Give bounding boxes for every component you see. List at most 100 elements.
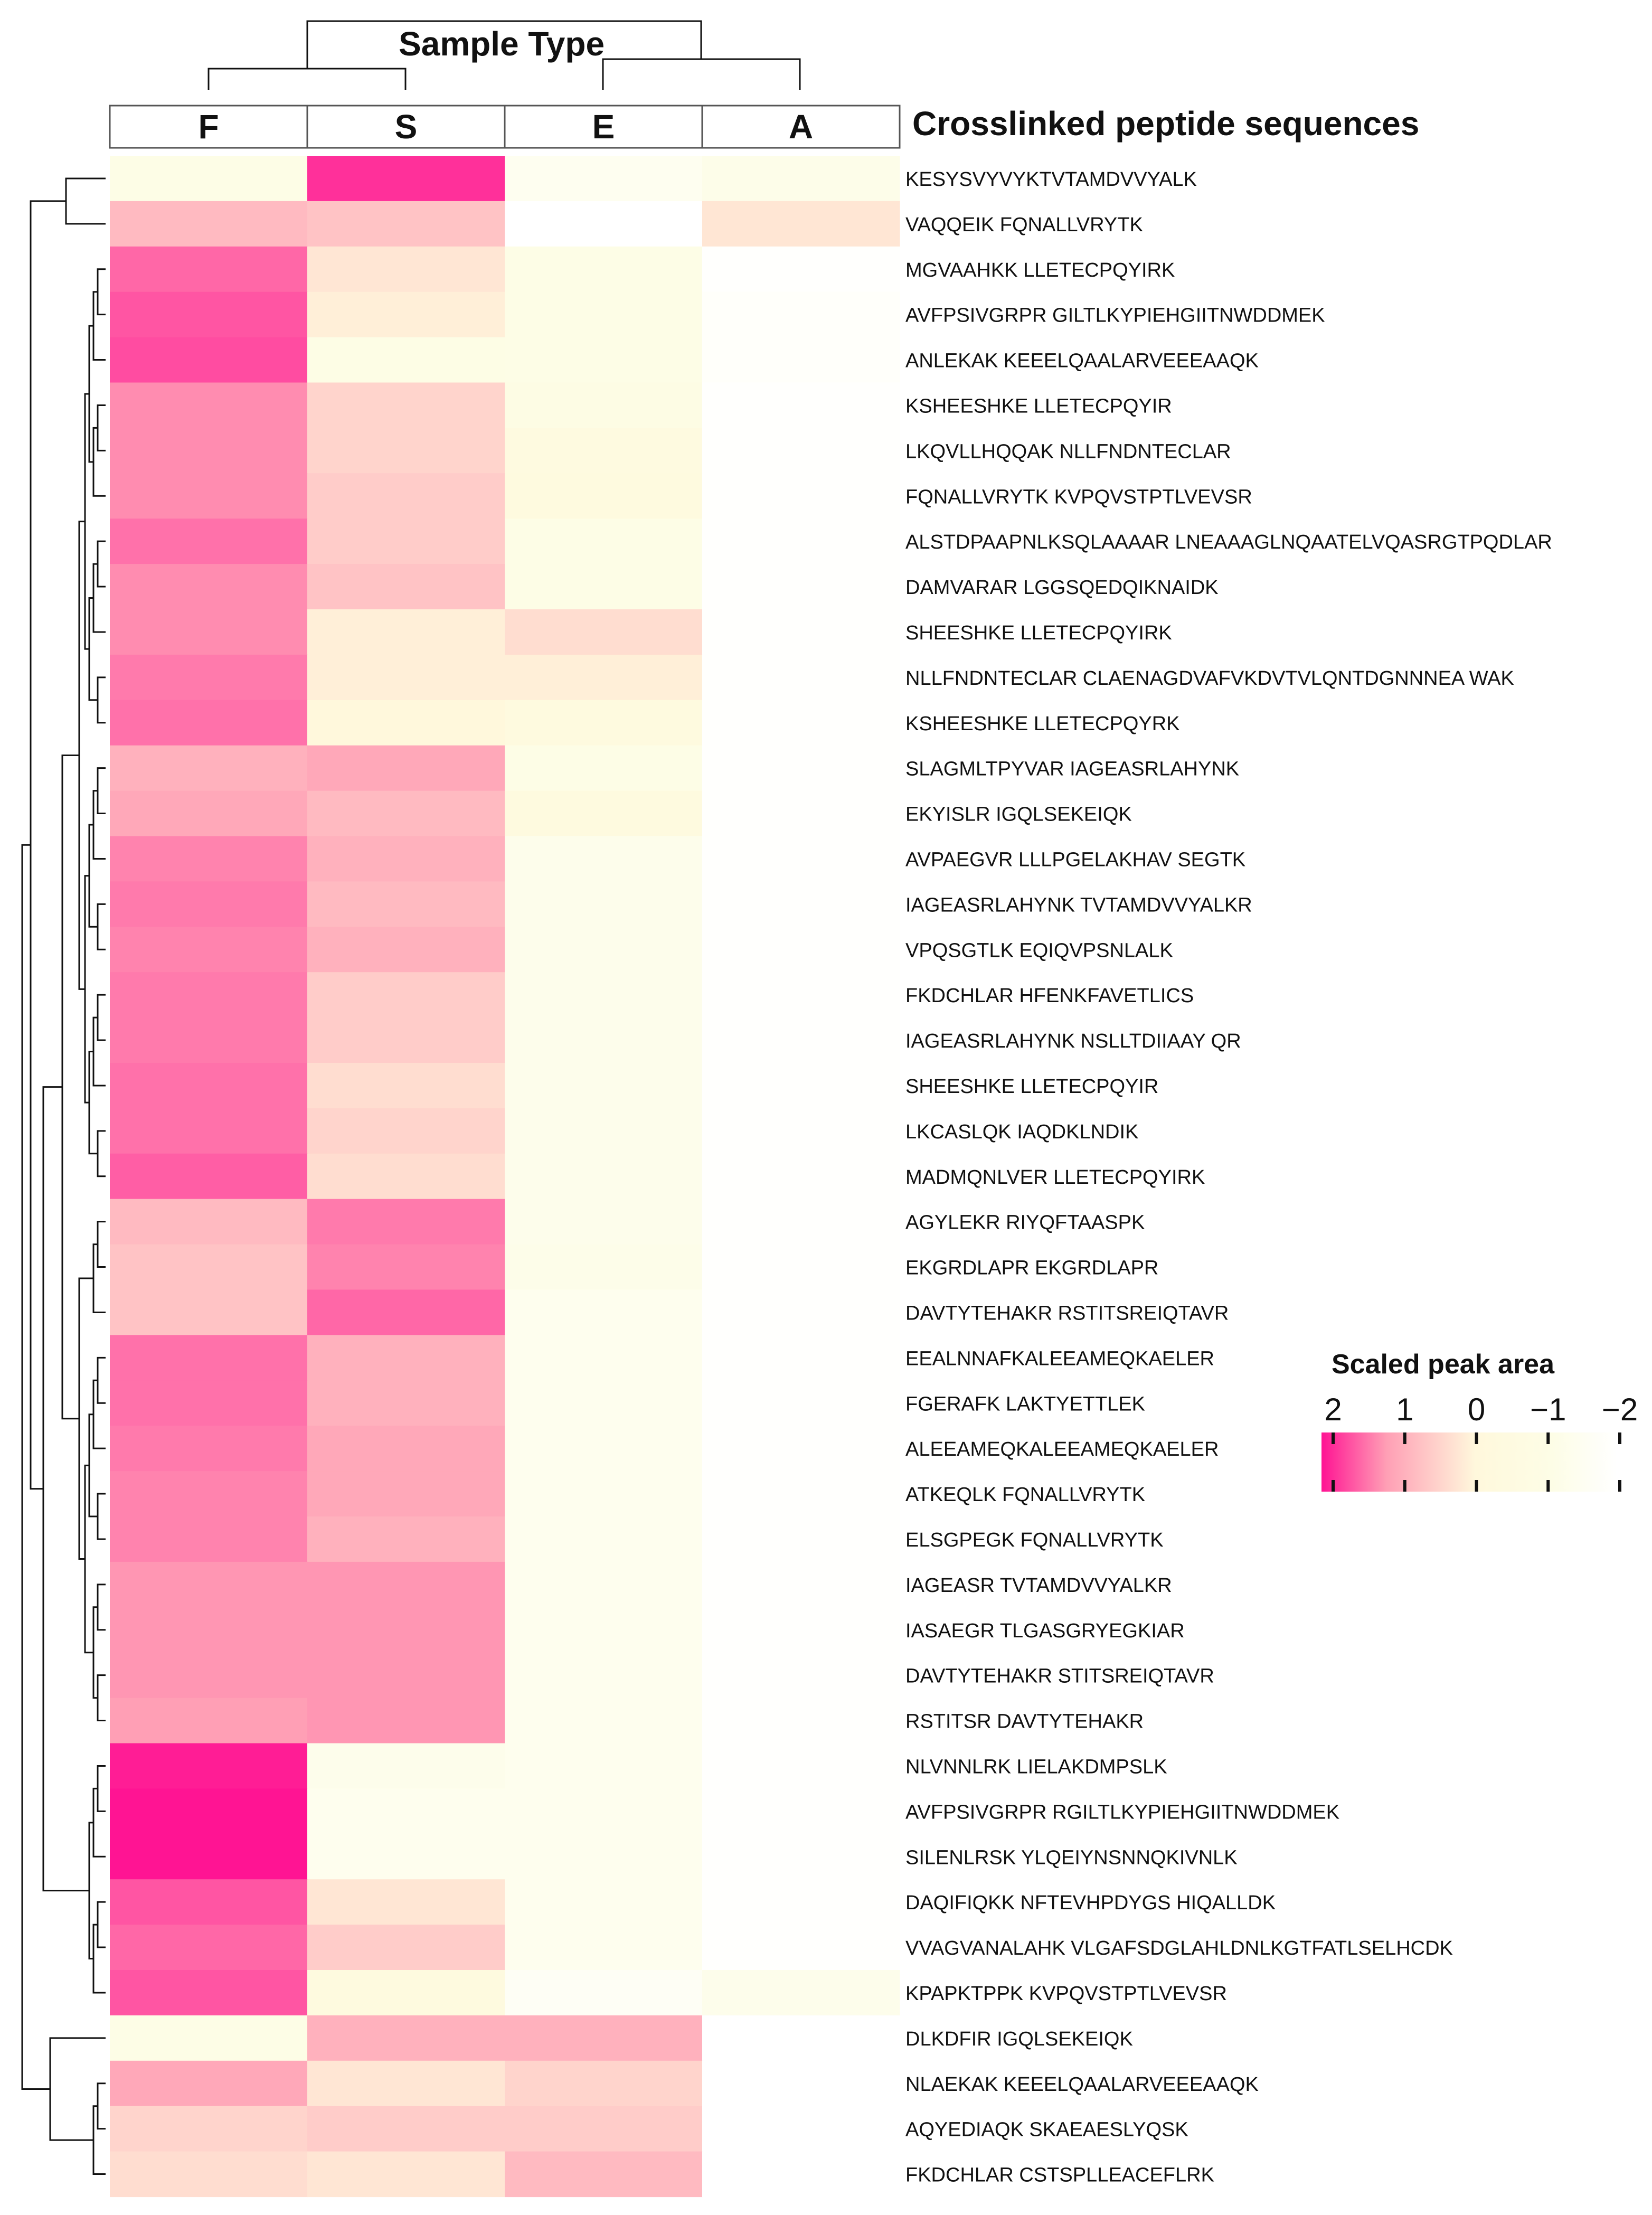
heatmap-cell <box>505 1017 703 1063</box>
heatmap-cell <box>702 246 900 293</box>
heatmap-cell <box>307 790 505 837</box>
heatmap-cell <box>110 382 308 428</box>
heatmap-cell <box>307 564 505 610</box>
column-dendrogram-title: Sample Type <box>399 25 605 63</box>
row-label: EEALNNAFKALEEAMEQKAELER <box>905 1347 1214 1370</box>
heatmap-cell <box>110 1108 308 1154</box>
heatmap-cell <box>110 1834 308 1880</box>
heatmap-cell <box>702 927 900 973</box>
heatmap-cell <box>702 1289 900 1335</box>
heatmap-cell <box>505 2060 703 2107</box>
heatmap-cell <box>505 1426 703 1472</box>
heatmap-cell <box>110 927 308 973</box>
row-label: VAQQEIK FQNALLVRYTK <box>905 214 1143 236</box>
row-label: KSHEESHKE LLETECPQYRK <box>905 713 1180 735</box>
heatmap-cell <box>702 564 900 610</box>
heatmap-cell <box>505 428 703 474</box>
heatmap-cell <box>110 745 308 791</box>
legend-tick-label: −2 <box>1602 1392 1638 1427</box>
heatmap-cell <box>307 1834 505 1880</box>
heatmap-cell <box>110 1743 308 1789</box>
heatmap-cell <box>307 382 505 428</box>
heatmap-cell <box>505 156 703 202</box>
heatmap-cell <box>110 1199 308 1245</box>
heatmap-cell <box>505 609 703 655</box>
heatmap-cell <box>702 156 900 202</box>
heatmap-cell <box>505 790 703 837</box>
heatmap-cell <box>307 1244 505 1290</box>
heatmap-cell <box>505 2015 703 2061</box>
heatmap-cell <box>110 1335 308 1381</box>
heatmap-cell <box>505 1199 703 1245</box>
row-label: FQNALLVRYTK KVPQVSTPTLVEVSR <box>905 486 1252 508</box>
heatmap-cell <box>307 156 505 202</box>
heatmap-cell <box>110 519 308 564</box>
heatmap-cell <box>702 1743 900 1789</box>
heatmap-cell <box>702 836 900 882</box>
heatmap-cell <box>505 1289 703 1335</box>
heatmap-cell <box>307 337 505 383</box>
heatmap-cell <box>505 1743 703 1789</box>
heatmap-cell <box>702 2106 900 2152</box>
row-label: ATKEQLK FQNALLVRYTK <box>905 1484 1145 1506</box>
legend-tick-label: 1 <box>1396 1392 1413 1427</box>
heatmap-cell <box>110 1652 308 1699</box>
heatmap-cell <box>505 1335 703 1381</box>
heatmap-cell <box>702 654 900 701</box>
row-label: NLVNNLRK LIELAKDMPSLK <box>905 1756 1167 1778</box>
heatmap-cell <box>505 246 703 293</box>
row-label: IAGEASR TVTAMDVVYALKR <box>905 1575 1172 1597</box>
row-label: LKQVLLHQQAK NLLFNDNTECLAR <box>905 440 1231 463</box>
row-label: IASAEGR TLGASGRYEGKIAR <box>905 1620 1185 1642</box>
heatmap-cell <box>505 337 703 383</box>
heatmap-cell <box>505 1788 703 1834</box>
heatmap-cell <box>307 700 505 746</box>
row-axis-title: Crosslinked peptide sequences <box>912 105 1419 143</box>
column-label-e: E <box>592 108 615 146</box>
heatmap-cell <box>307 1743 505 1789</box>
column-label-a: A <box>789 108 813 146</box>
heatmap-cell <box>307 473 505 519</box>
color-legend: Scaled peak area 2 1 0 −1 −2 <box>1321 1349 1638 1492</box>
row-label: IAGEASRLAHYNK NSLLTDIIAAY QR <box>905 1030 1241 1052</box>
heatmap-cell <box>702 337 900 383</box>
heatmap-cell <box>110 1788 308 1834</box>
row-label: NLAEKAK KEEELQAALARVEEEAAQK <box>905 2073 1259 2096</box>
heatmap-cell <box>110 654 308 701</box>
heatmap-cell <box>307 1335 505 1381</box>
column-dendrogram <box>207 20 801 90</box>
heatmap-cell <box>307 291 505 338</box>
row-label: ELSGPEGK FQNALLVRYTK <box>905 1529 1164 1551</box>
heatmap-cell <box>307 927 505 973</box>
heatmap-cell <box>702 1970 900 2016</box>
heatmap-cell <box>505 2151 703 2198</box>
heatmap-cell <box>702 1426 900 1472</box>
legend-tick-label: 2 <box>1324 1392 1342 1427</box>
row-label: SILENLRSK YLQEIYNSNNQKIVNLK <box>905 1846 1238 1869</box>
heatmap-cell <box>702 1788 900 1834</box>
heatmap-cell <box>702 2015 900 2061</box>
heatmap-cell <box>110 1925 308 1971</box>
heatmap-cell <box>702 1471 900 1517</box>
heatmap-cell <box>505 1471 703 1517</box>
heatmap-cell <box>110 1516 308 1562</box>
heatmap-cell <box>110 1153 308 1200</box>
heatmap-cell <box>110 1426 308 1472</box>
heatmap-cell <box>307 745 505 791</box>
heatmap-cell <box>505 700 703 746</box>
heatmap-cell <box>702 700 900 746</box>
heatmap-cell <box>110 291 308 338</box>
heatmap-cell <box>307 2060 505 2107</box>
row-label: KSHEESHKE LLETECPQYIR <box>905 395 1172 417</box>
row-label: DAVTYTEHAKR RSTITSREIQTAVR <box>905 1302 1229 1324</box>
row-dendrogram <box>21 177 106 2175</box>
heatmap-cell <box>110 473 308 519</box>
heatmap-cell <box>110 1561 308 1608</box>
heatmap-cell <box>505 382 703 428</box>
heatmap-cell <box>307 1970 505 2016</box>
heatmap-cell <box>110 1380 308 1426</box>
heatmap-cell <box>505 1834 703 1880</box>
row-label: EKYISLR IGQLSEKEIQK <box>905 804 1132 826</box>
row-label: LKCASLQK IAQDKLNDIK <box>905 1121 1138 1143</box>
